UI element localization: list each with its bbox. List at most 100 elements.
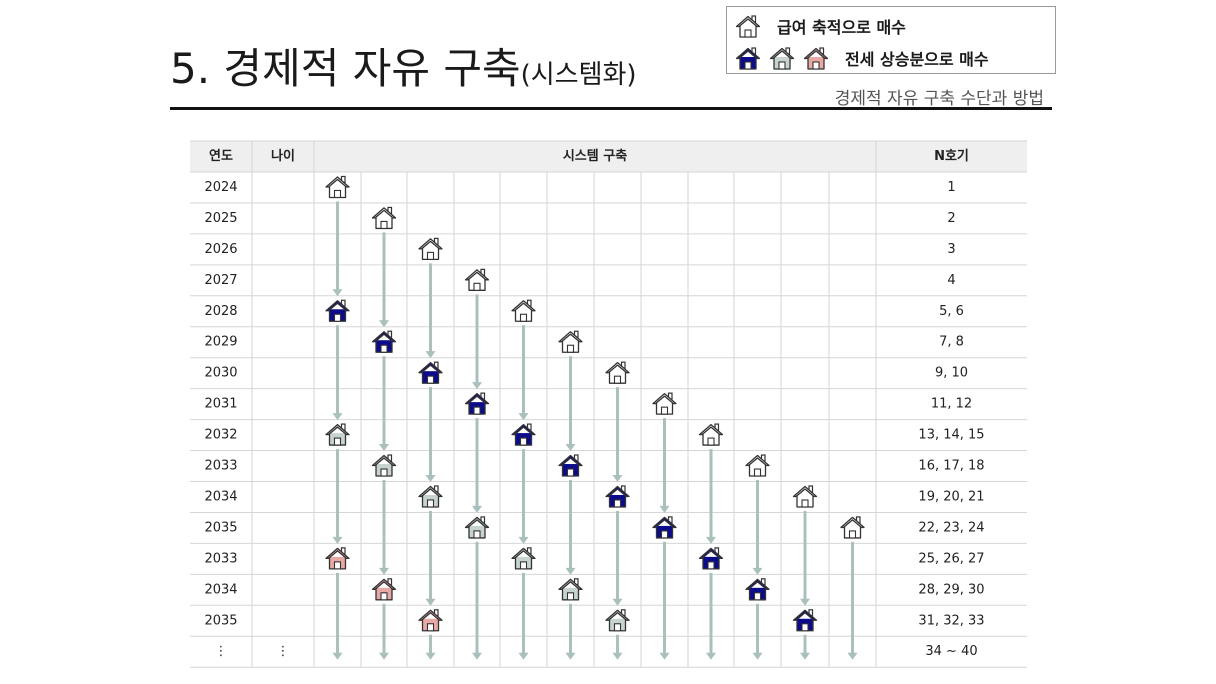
house-gray-icon (464, 516, 490, 539)
house-white-icon (840, 516, 865, 539)
arrow-head (518, 652, 529, 660)
cell-age: ⋮ (277, 644, 290, 659)
header-year: 연도 (209, 149, 233, 164)
house-gray-shape (769, 47, 795, 70)
house-white-icon (558, 330, 583, 353)
cell-year: 2034 (204, 582, 237, 597)
house-gray-icon (558, 578, 583, 601)
house-white-icon (325, 175, 350, 199)
arrow-head (800, 652, 810, 660)
house-navy-icon (698, 547, 724, 570)
arrow-head (379, 444, 389, 452)
house-white-icon (371, 206, 397, 230)
house-pink-shape (803, 47, 829, 70)
legend-jeonse-label: 전세 상승분으로 매수 (845, 50, 989, 69)
arrow-head (612, 474, 623, 482)
cell-count: 11, 12 (931, 397, 972, 412)
arrow-head (752, 567, 763, 575)
arrow-head (379, 567, 389, 575)
arrow-head (472, 505, 482, 513)
arrow-head (332, 413, 343, 421)
cell-year: ⋮ (215, 644, 228, 659)
cell-year: 2030 (204, 366, 237, 381)
house-navy-icon (558, 454, 583, 477)
house-navy-icon (325, 299, 350, 322)
arrow-head (472, 652, 482, 660)
house-pink-icon (325, 547, 350, 570)
house-gray-icon (371, 454, 397, 477)
table-header-bg (190, 141, 1027, 172)
arrow-head (518, 413, 529, 421)
cell-year: 2031 (204, 397, 237, 412)
legend: 급여 축적으로 매수 전세 상승분으로 매수 (726, 6, 1056, 74)
arrow-head (425, 598, 436, 606)
house-gray-icon (769, 47, 795, 70)
legend-salary-label: 급여 축적으로 매수 (777, 18, 906, 37)
house-navy-icon (371, 330, 397, 353)
cell-year: 2035 (204, 613, 237, 628)
cell-count: 34 ~ 40 (925, 644, 977, 659)
arrow-head (332, 536, 343, 544)
arrow-head (565, 567, 576, 575)
arrow-head (847, 652, 858, 660)
arrow-head (565, 444, 576, 452)
cell-year: 2033 (204, 551, 237, 566)
cell-count: 3 (947, 242, 955, 257)
cell-count: 31, 32, 33 (918, 613, 984, 628)
header-age: 나이 (271, 148, 295, 164)
cell-year: 2025 (204, 211, 237, 226)
cell-year: 2035 (204, 520, 237, 535)
arrow-head (706, 536, 716, 544)
house-navy-icon (745, 578, 770, 601)
house-pink-icon (803, 47, 829, 70)
arrow-head (565, 652, 576, 660)
arrow-head (518, 536, 529, 544)
arrow-head (659, 505, 670, 513)
house-gray-icon (511, 547, 536, 570)
arrow-head (332, 652, 343, 660)
house-white-icon (698, 423, 724, 446)
arrow-head (706, 652, 716, 660)
house-pink-icon (418, 609, 443, 632)
cell-count: 1 (947, 180, 955, 195)
arrow-head (425, 652, 436, 660)
title-underline (170, 107, 1052, 110)
house-navy-icon (605, 485, 630, 508)
cell-count: 2 (947, 211, 955, 226)
cell-year: 2028 (204, 304, 237, 319)
house-navy-icon (792, 609, 818, 632)
arrow-head (379, 320, 389, 328)
house-white-shape (735, 15, 761, 38)
page-title-sub: (시스템화) (520, 60, 637, 90)
house-white-icon (511, 299, 536, 322)
cell-count: 16, 17, 18 (918, 459, 984, 474)
arrow-head (752, 652, 763, 660)
cell-year: 2024 (204, 180, 237, 195)
cell-count: 13, 14, 15 (918, 428, 984, 443)
arrow-head (612, 652, 623, 660)
house-navy-icon (511, 423, 536, 446)
cell-year: 2034 (204, 489, 237, 504)
house-white-icon (605, 361, 630, 384)
cell-count: 25, 26, 27 (918, 551, 984, 566)
header-count: N호기 (934, 149, 969, 164)
arrow-head (612, 598, 623, 606)
cell-count: 28, 29, 30 (918, 582, 984, 597)
house-navy-icon (652, 516, 677, 539)
arrow-head (472, 382, 482, 390)
house-gray-icon (325, 423, 350, 446)
page-title-main: 5. 경제적 자유 구축 (170, 44, 521, 93)
cell-count: 22, 23, 24 (918, 520, 984, 535)
header-system: 시스템 구축 (563, 148, 627, 164)
house-white-icon (464, 268, 490, 291)
cell-count: 4 (947, 273, 955, 288)
page-title: 5. 경제적 자유 구축(시스템화) (170, 48, 637, 90)
house-white-icon (745, 454, 770, 477)
page-subtitle: 경제적 자유 구축 수단과 방법 (834, 89, 1044, 109)
cell-count: 7, 8 (939, 335, 964, 350)
house-gray-icon (418, 485, 443, 508)
cell-year: 2032 (204, 428, 237, 443)
house-pink-icon (371, 578, 397, 601)
arrow-head (425, 351, 436, 359)
